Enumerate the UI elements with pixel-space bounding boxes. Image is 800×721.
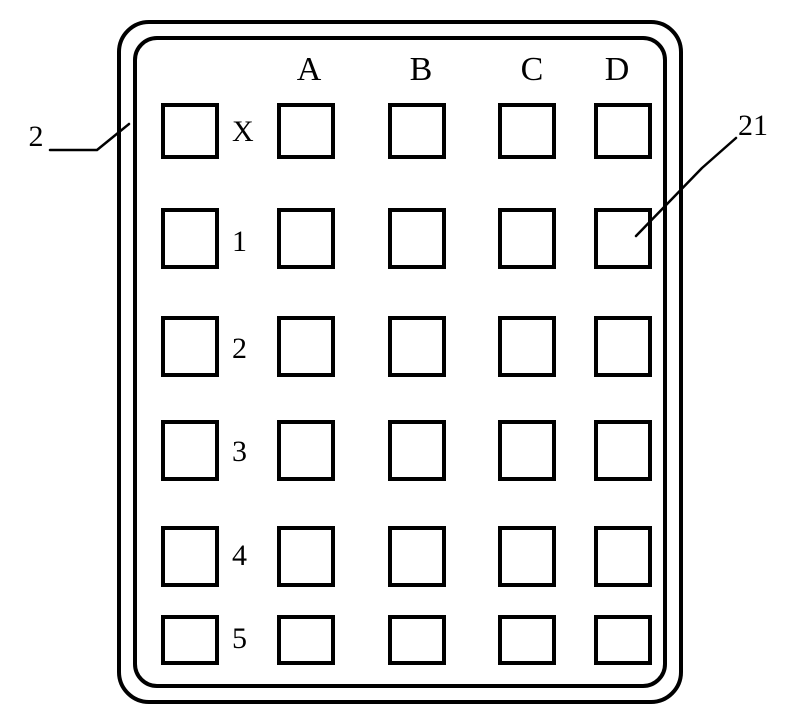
grid-cell bbox=[390, 617, 444, 663]
grid-cell bbox=[163, 318, 217, 375]
col-header: D bbox=[605, 51, 630, 88]
grid-cell bbox=[279, 617, 333, 663]
grid-cell bbox=[163, 617, 217, 663]
callout-label-right: 21 bbox=[738, 109, 768, 142]
grid-cell bbox=[390, 528, 444, 585]
inner-frame bbox=[135, 38, 665, 686]
grid-cell bbox=[596, 422, 650, 479]
grid-cell bbox=[500, 318, 554, 375]
col-header: A bbox=[297, 51, 322, 88]
grid-cell bbox=[279, 210, 333, 267]
row-header: 1 bbox=[232, 225, 247, 258]
grid-cell bbox=[279, 528, 333, 585]
grid-cell bbox=[500, 210, 554, 267]
grid-cell bbox=[500, 617, 554, 663]
row-header: 2 bbox=[232, 332, 247, 365]
grid-cell bbox=[500, 528, 554, 585]
grid-cell bbox=[390, 422, 444, 479]
grid-cell bbox=[390, 105, 444, 157]
row-header: 3 bbox=[232, 435, 247, 468]
col-header: C bbox=[521, 51, 544, 88]
grid-cell bbox=[500, 105, 554, 157]
grid-cell bbox=[596, 210, 650, 267]
grid-cell bbox=[163, 105, 217, 157]
row-header: X bbox=[232, 115, 254, 148]
row-header: 4 bbox=[232, 539, 247, 572]
grid-cell bbox=[279, 318, 333, 375]
grid-cell bbox=[596, 318, 650, 375]
callout-label-left: 2 bbox=[29, 120, 44, 153]
grid-cell bbox=[596, 105, 650, 157]
grid-cell bbox=[500, 422, 554, 479]
grid-cell bbox=[163, 528, 217, 585]
grid-cell bbox=[279, 105, 333, 157]
grid-cell bbox=[163, 422, 217, 479]
grid-cell bbox=[163, 210, 217, 267]
col-header: B bbox=[410, 51, 433, 88]
grid-cell bbox=[390, 210, 444, 267]
grid-cell bbox=[390, 318, 444, 375]
grid-cell bbox=[279, 422, 333, 479]
grid-cell bbox=[596, 617, 650, 663]
row-header: 5 bbox=[232, 622, 247, 655]
grid-cell bbox=[596, 528, 650, 585]
